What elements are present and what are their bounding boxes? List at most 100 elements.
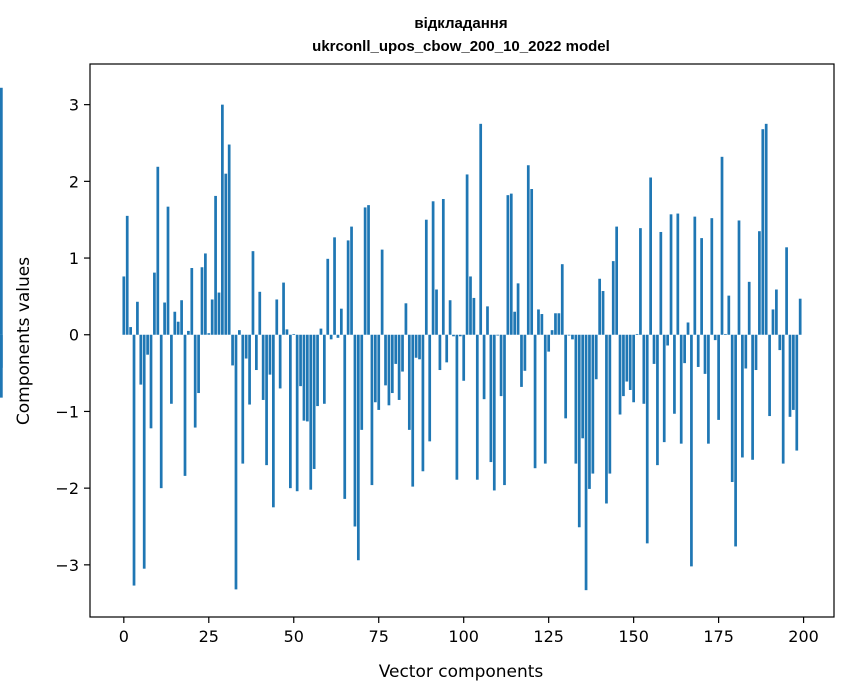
bar — [727, 295, 731, 335]
bar — [404, 303, 408, 335]
bar — [197, 334, 200, 394]
bar — [180, 300, 183, 335]
bar — [642, 334, 646, 404]
bar — [560, 264, 564, 335]
bar — [272, 334, 275, 508]
bar — [319, 328, 323, 335]
bar — [343, 334, 347, 499]
bar — [741, 334, 744, 458]
bar — [792, 334, 795, 410]
bar — [584, 334, 588, 591]
bar — [798, 298, 802, 335]
bar — [761, 129, 765, 335]
bar — [329, 334, 333, 340]
bar — [591, 334, 595, 474]
bar — [598, 278, 602, 335]
bar — [645, 334, 649, 544]
bar — [516, 283, 520, 335]
bar — [322, 334, 326, 404]
bar — [669, 214, 673, 335]
bar — [530, 189, 534, 335]
bar — [346, 240, 350, 335]
x-axis: 0 25 50 75 100 125 150 175 200 — [119, 617, 819, 646]
chart-subtitle: ukrconll_upos_cbow_200_10_2022 model — [312, 38, 610, 55]
bar — [333, 237, 336, 335]
bar — [200, 267, 204, 335]
bar — [751, 334, 754, 460]
x-tick-label: 150 — [618, 627, 649, 646]
bar — [431, 201, 435, 335]
bar — [615, 226, 619, 335]
bar — [299, 334, 302, 387]
bar — [475, 334, 479, 480]
bar — [248, 334, 251, 405]
bar — [221, 104, 224, 335]
bar — [550, 330, 554, 335]
x-tick-label: 200 — [788, 627, 819, 646]
bar — [662, 334, 666, 443]
bar — [754, 334, 758, 371]
bar — [428, 334, 432, 442]
bar — [292, 333, 296, 335]
bar — [231, 334, 234, 366]
bar — [720, 156, 724, 335]
bar — [533, 334, 537, 469]
bar — [543, 334, 547, 464]
bar — [503, 334, 506, 486]
bar — [295, 334, 299, 492]
bar — [724, 333, 727, 335]
bar — [775, 289, 778, 335]
chart-title: відкладання — [414, 15, 507, 32]
bar — [163, 302, 166, 335]
bar — [611, 261, 615, 335]
x-tick-label: 100 — [448, 627, 479, 646]
bar — [132, 334, 136, 586]
bar — [261, 334, 265, 400]
x-tick-label: 75 — [369, 627, 389, 646]
bar — [520, 334, 523, 387]
y-tick-label: −2 — [55, 479, 79, 498]
bar — [574, 334, 578, 464]
bar — [309, 334, 313, 490]
bar — [581, 334, 585, 439]
bar — [418, 334, 421, 360]
y-axis-label: Components values — [14, 257, 34, 425]
bar — [523, 334, 527, 371]
bar — [679, 334, 683, 444]
bar — [159, 334, 163, 489]
bar — [564, 334, 568, 419]
bar — [486, 306, 489, 335]
bar — [316, 334, 319, 407]
bar — [397, 334, 401, 400]
bar — [441, 198, 445, 335]
bar — [122, 276, 126, 335]
bar — [187, 330, 190, 335]
bar — [166, 206, 170, 335]
bar — [312, 334, 316, 469]
bar — [717, 334, 720, 420]
bar — [703, 334, 707, 374]
bar — [384, 334, 387, 386]
bar — [190, 268, 194, 335]
bar — [666, 334, 669, 346]
bar — [407, 334, 411, 430]
bar — [496, 334, 500, 336]
bar — [394, 334, 398, 364]
bar — [707, 334, 710, 444]
bar — [554, 313, 557, 335]
bar — [224, 173, 228, 335]
bar — [622, 334, 625, 397]
bar — [255, 334, 258, 371]
bar — [618, 334, 622, 415]
bar — [370, 334, 374, 486]
bar — [146, 334, 149, 355]
bar — [713, 334, 717, 341]
bar — [176, 321, 180, 335]
bar — [377, 334, 381, 410]
y-tick-label: −1 — [55, 402, 79, 421]
bar — [435, 289, 438, 335]
bar — [285, 329, 289, 335]
bar — [710, 218, 714, 335]
bar — [356, 334, 360, 561]
